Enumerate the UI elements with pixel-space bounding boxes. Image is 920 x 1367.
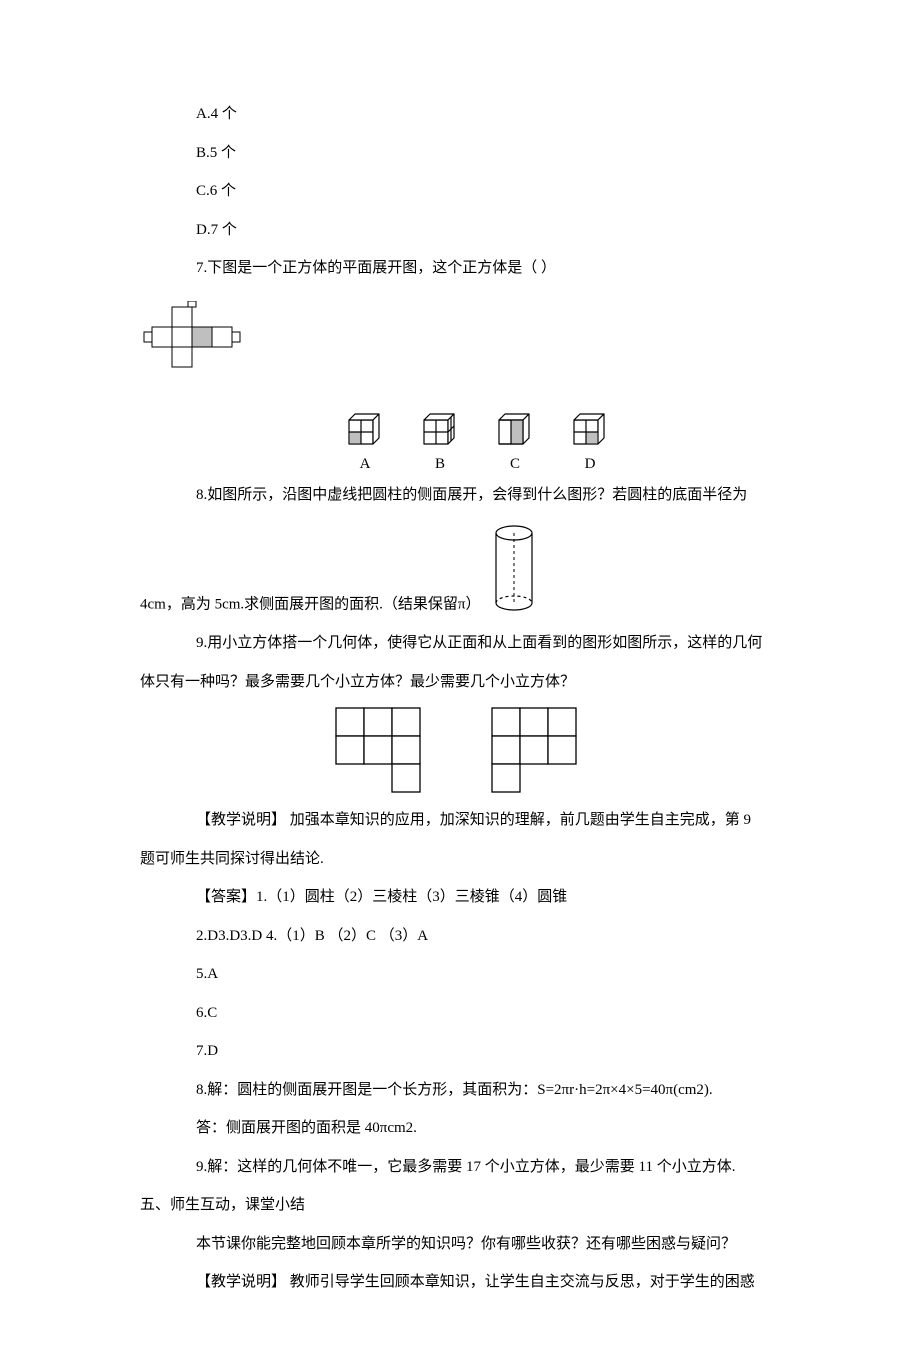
q9-line1: 9.用小立方体搭一个几何体，使得它从正面和从上面看到的图形如图所示，这样的几何 [140, 629, 780, 658]
answer-5: 5.A [140, 960, 780, 989]
cube-label-b: B [435, 450, 445, 479]
note-line1: 【教学说明】 加强本章知识的应用，加深知识的理解，前几题由学生自主完成，第 9 [140, 806, 780, 835]
closing-question: 本节课你能完整地回顾本章所学的知识吗？你有哪些收获？还有哪些困惑与疑问？ [140, 1230, 780, 1259]
option-b: B.5 个 [140, 139, 780, 168]
option-a: A.4 个 [140, 100, 780, 129]
net-figure [140, 293, 780, 405]
note-line2: 题可师生共同探讨得出结论. [140, 845, 780, 874]
answer-1: 【答案】1.（1）圆柱（2）三棱柱（3）三棱锥（4）圆锥 [140, 883, 780, 912]
cube-choice-d: D [570, 410, 610, 479]
closing-note: 【教学说明】 教师引导学生回顾本章知识，让学生自主交流与反思，对于学生的困惑 [140, 1268, 780, 1297]
cube-choice-a: A [345, 410, 385, 479]
q8-line2: 4cm，高为 5cm.求侧面展开图的面积.（结果保留π） [140, 519, 780, 619]
option-c: C.6 个 [140, 177, 780, 206]
answer-2: 2.D3.D3.D 4.（1）B （2）C （3）A [140, 922, 780, 951]
section-5-heading: 五、师生互动，课堂小结 [140, 1191, 780, 1220]
answer-9: 9.解：这样的几何体不唯一，它最多需要 17 个小立方体，最少需要 11 个小立… [140, 1153, 780, 1182]
q9-grids [140, 706, 780, 796]
cube-choice-c: C [495, 410, 535, 479]
cube-label-c: C [510, 450, 520, 479]
answer-7: 7.D [140, 1037, 780, 1066]
answer-6: 6.C [140, 999, 780, 1028]
q8-line2-text: 4cm，高为 5cm.求侧面展开图的面积.（结果保留π） [140, 597, 480, 613]
option-d: D.7 个 [140, 216, 780, 245]
cube-label-d: D [585, 450, 596, 479]
q9-line2: 体只有一种吗？最多需要几个小立方体？最少需要几个小立方体？ [140, 668, 780, 697]
cube-choice-b: B [420, 410, 460, 479]
grid-left [334, 706, 430, 796]
answer-8b: 答：侧面展开图的面积是 40πcm2. [140, 1114, 780, 1143]
q8-line1: 8.如图所示，沿图中虚线把圆柱的侧面展开，会得到什么图形？若圆柱的底面半径为 [140, 481, 780, 510]
cube-choices: A B [140, 410, 780, 479]
answer-8a: 8.解：圆柱的侧面展开图是一个长方形，其面积为：S=2πr·h=2π×4×5=4… [140, 1076, 780, 1105]
grid-right [490, 706, 586, 796]
cube-label-a: A [360, 450, 371, 479]
q7-text: 7.下图是一个正方体的平面展开图，这个正方体是（ ） [140, 254, 780, 283]
page: A.4 个 B.5 个 C.6 个 D.7 个 7.下图是一个正方体的平面展开图… [70, 0, 850, 1367]
cylinder-icon [486, 519, 542, 619]
